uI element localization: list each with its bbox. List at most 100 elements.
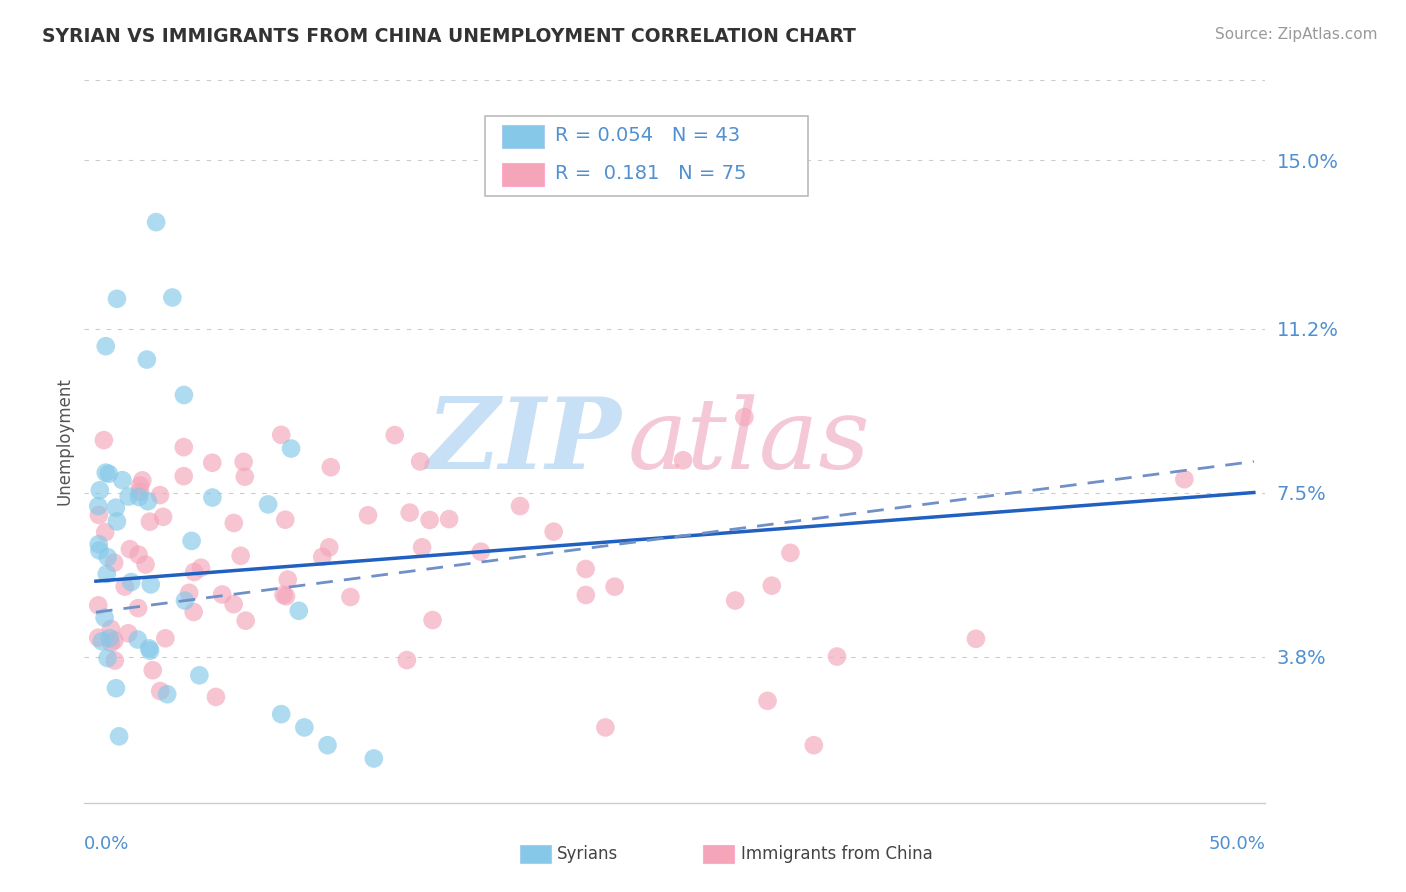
Text: R =  0.181   N = 75: R = 0.181 N = 75 <box>555 164 747 184</box>
Point <box>127 601 149 615</box>
Point <box>229 549 252 563</box>
Point <box>114 580 136 594</box>
Point <box>575 588 598 602</box>
Text: SYRIAN VS IMMIGRANTS FROM CHINA UNEMPLOYMENT CORRELATION CHART: SYRIAN VS IMMIGRANTS FROM CHINA UNEMPLOY… <box>42 27 856 45</box>
Point <box>222 597 245 611</box>
Text: atlas: atlas <box>627 394 870 489</box>
Point <box>136 494 159 508</box>
Point <box>222 516 245 530</box>
Point <box>761 579 783 593</box>
Point <box>89 483 111 498</box>
Point <box>94 525 117 540</box>
Point <box>118 490 141 504</box>
Point <box>97 467 120 481</box>
Text: R = 0.054   N = 43: R = 0.054 N = 43 <box>555 126 741 145</box>
Text: ZIP: ZIP <box>427 393 621 490</box>
Point <box>595 721 617 735</box>
Point <box>104 500 127 515</box>
Point <box>409 454 432 468</box>
Point <box>162 290 184 304</box>
Point <box>90 634 112 648</box>
Point <box>96 566 118 581</box>
Text: Source: ZipAtlas.com: Source: ZipAtlas.com <box>1215 27 1378 42</box>
Point <box>232 455 254 469</box>
Point <box>173 469 195 483</box>
Point <box>129 484 152 499</box>
Point <box>94 339 117 353</box>
Point <box>395 653 418 667</box>
Point <box>190 560 212 574</box>
Point <box>603 580 626 594</box>
Point <box>292 721 315 735</box>
Point <box>127 632 149 647</box>
Point <box>120 575 142 590</box>
Point <box>93 610 115 624</box>
Point <box>173 440 195 454</box>
Point <box>419 513 441 527</box>
Point <box>543 524 565 539</box>
Point <box>257 497 280 511</box>
Point <box>87 599 110 613</box>
Point <box>211 587 233 601</box>
Point <box>270 428 292 442</box>
Text: 50.0%: 50.0% <box>1209 835 1265 854</box>
Point <box>139 643 162 657</box>
Point <box>111 473 134 487</box>
Point <box>575 562 598 576</box>
Point <box>724 593 747 607</box>
Point <box>179 586 201 600</box>
Point <box>87 499 110 513</box>
Point <box>270 707 292 722</box>
Point <box>103 556 125 570</box>
Point <box>104 681 127 696</box>
Point <box>155 632 177 646</box>
Point <box>139 515 162 529</box>
Point <box>173 388 195 402</box>
Point <box>149 488 172 502</box>
Point <box>135 558 157 572</box>
Point <box>437 512 460 526</box>
Point <box>180 533 202 548</box>
Point <box>318 541 340 555</box>
Text: Immigrants from China: Immigrants from China <box>741 845 932 863</box>
Point <box>398 506 420 520</box>
Text: 0.0%: 0.0% <box>84 835 129 854</box>
Point <box>93 433 115 447</box>
Point <box>357 508 380 523</box>
Y-axis label: Unemployment: Unemployment <box>55 377 73 506</box>
Point <box>316 738 339 752</box>
Point <box>87 537 110 551</box>
Point <box>174 593 197 607</box>
Point <box>201 491 224 505</box>
Point <box>756 694 779 708</box>
Point <box>233 469 256 483</box>
Point <box>803 738 825 752</box>
Point <box>87 631 110 645</box>
Point <box>339 590 361 604</box>
Point <box>118 542 141 557</box>
Point <box>274 589 297 603</box>
Point <box>89 543 111 558</box>
Point <box>183 605 205 619</box>
Point <box>273 588 295 602</box>
Point <box>96 651 118 665</box>
Point <box>205 690 228 704</box>
Point <box>149 684 172 698</box>
Point <box>117 626 139 640</box>
Point <box>105 292 128 306</box>
Point <box>98 631 121 645</box>
Point <box>201 456 224 470</box>
Point <box>825 649 848 664</box>
Point <box>128 490 150 504</box>
Point <box>128 548 150 562</box>
Point <box>145 215 167 229</box>
Point <box>672 453 695 467</box>
Point <box>470 544 492 558</box>
Point <box>965 632 987 646</box>
Point <box>235 614 257 628</box>
Point <box>103 633 125 648</box>
Point <box>509 499 531 513</box>
Point <box>411 541 433 555</box>
Point <box>100 636 122 650</box>
Text: Syrians: Syrians <box>557 845 619 863</box>
